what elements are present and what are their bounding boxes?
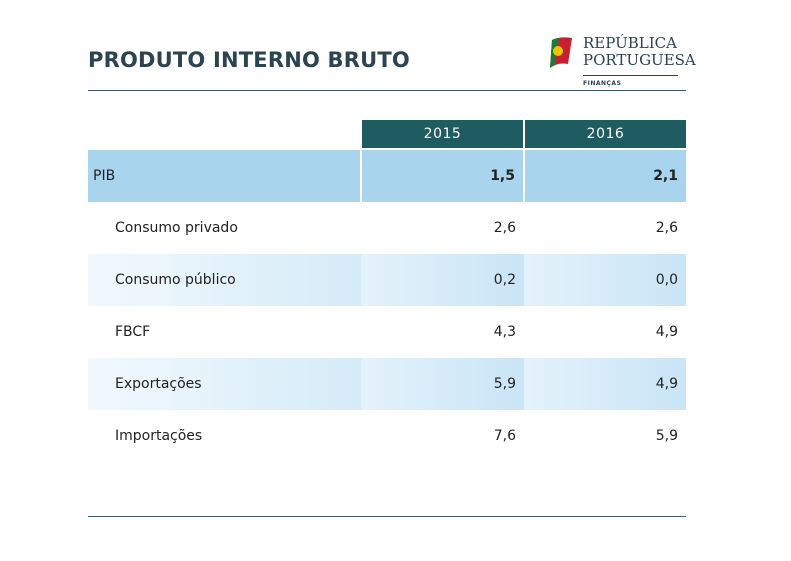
header-rule xyxy=(88,90,686,91)
cell-value: 2,1 xyxy=(523,150,686,202)
row-label: FBCF xyxy=(115,324,151,340)
row: Consumo público 0,2 0,0 xyxy=(88,254,686,306)
cell-value: 5,9 xyxy=(361,358,524,410)
logo-rule xyxy=(583,75,678,76)
row: Importações 7,6 5,9 xyxy=(88,410,686,462)
row-label: Consumo público xyxy=(88,254,361,306)
logo-line-2: PORTUGUESA xyxy=(583,51,696,69)
row-label: Importações xyxy=(115,428,203,444)
row: Exportações 5,9 4,9 xyxy=(88,358,686,410)
row-label: Exportações xyxy=(88,358,361,410)
cell-value: 2,6 xyxy=(655,220,678,236)
column-header: 2016 xyxy=(523,120,686,148)
table: 2015 2016 PIB 1,5 2,1 Consumo privado 2,6 2,6 C… xyxy=(88,120,686,462)
cell-value: 4,9 xyxy=(524,358,686,410)
blank-header xyxy=(88,120,361,148)
logo-subtitle: FINANÇAS xyxy=(583,80,622,87)
cell-value: 0,0 xyxy=(524,254,686,306)
cell-value: 7,6 xyxy=(493,428,516,444)
flag-icon xyxy=(550,37,572,68)
row: Consumo privado 2,6 2,6 xyxy=(88,202,686,254)
logo-line-1: REPÚBLICA xyxy=(583,34,677,52)
row-label: Consumo privado xyxy=(115,220,238,236)
column-header: 2015 xyxy=(360,120,524,148)
footer-rule xyxy=(88,516,686,517)
cell-value: 1,5 xyxy=(360,150,524,202)
slide-title: PRODUTO INTERNO BRUTO xyxy=(88,48,410,72)
cell-value: 2,6 xyxy=(493,220,516,236)
row: FBCF 4,3 4,9 xyxy=(88,306,686,358)
total-row: PIB 1,5 2,1 xyxy=(88,150,686,202)
cell-value: 0,2 xyxy=(361,254,524,306)
cell-value: 5,9 xyxy=(655,428,678,444)
cell-value: 4,3 xyxy=(493,324,516,340)
row-label: PIB xyxy=(88,150,361,202)
cell-value: 4,9 xyxy=(655,324,678,340)
